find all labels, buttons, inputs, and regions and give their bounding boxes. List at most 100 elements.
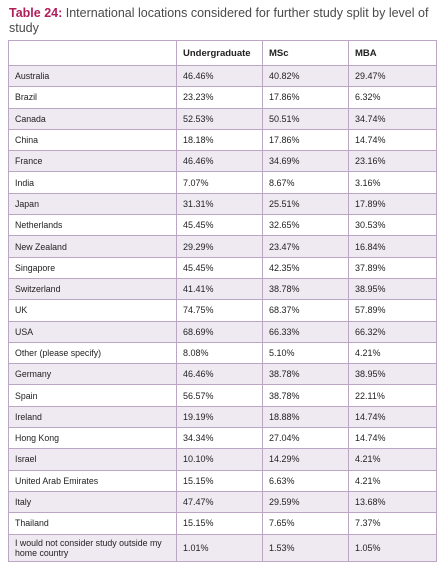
location-cell: I would not consider study outside my ho…: [8, 533, 177, 562]
mba-cell: 57.89%: [348, 299, 437, 322]
mba-cell: 4.21%: [348, 469, 437, 492]
undergraduate-cell: 34.34%: [176, 427, 263, 450]
table-row: Spain 56.57% 38.78% 22.11%: [8, 384, 437, 407]
msc-cell: 66.33%: [262, 320, 349, 343]
location-cell: UK: [8, 299, 177, 322]
header-undergraduate: Undergraduate: [176, 40, 263, 66]
mba-cell: 3.16%: [348, 171, 437, 194]
msc-cell: 50.51%: [262, 107, 349, 130]
undergraduate-cell: 56.57%: [176, 384, 263, 407]
table-body: Australia 46.46% 40.82% 29.47% Brazil 23.23% 1…: [8, 64, 437, 562]
header-msc: MSc: [262, 40, 349, 66]
undergraduate-cell: 52.53%: [176, 107, 263, 130]
msc-cell: 38.78%: [262, 363, 349, 386]
location-cell: Switzerland: [8, 277, 177, 301]
msc-cell: 6.63%: [262, 469, 349, 492]
mba-cell: 14.74%: [348, 128, 437, 152]
table-title: International locations considered for f…: [9, 6, 429, 35]
mba-cell: 7.37%: [348, 512, 437, 535]
table-row: Thailand 15.15% 7.65% 7.37%: [8, 512, 437, 535]
table-row: Australia 46.46% 40.82% 29.47%: [8, 64, 437, 88]
undergraduate-cell: 45.45%: [176, 256, 263, 279]
location-cell: Brazil: [8, 86, 177, 109]
msc-cell: 23.47%: [262, 235, 349, 258]
location-cell: USA: [8, 320, 177, 343]
mba-cell: 29.47%: [348, 64, 437, 88]
undergraduate-cell: 15.15%: [176, 469, 263, 492]
table-row: I would not consider study outside my ho…: [8, 533, 437, 562]
msc-cell: 27.04%: [262, 427, 349, 450]
location-cell: New Zealand: [8, 235, 177, 258]
location-cell: Canada: [8, 107, 177, 130]
mba-cell: 14.74%: [348, 427, 437, 450]
undergraduate-cell: 46.46%: [176, 150, 263, 173]
mba-cell: 30.53%: [348, 214, 437, 237]
table-row: USA 68.69% 66.33% 66.32%: [8, 320, 437, 343]
mba-cell: 22.11%: [348, 384, 437, 407]
undergraduate-cell: 31.31%: [176, 192, 263, 216]
location-cell: France: [8, 150, 177, 173]
mba-cell: 17.89%: [348, 192, 437, 216]
msc-cell: 17.86%: [262, 128, 349, 152]
msc-cell: 42.35%: [262, 256, 349, 279]
location-cell: Thailand: [8, 512, 177, 535]
msc-cell: 7.65%: [262, 512, 349, 535]
mba-cell: 38.95%: [348, 277, 437, 301]
mba-cell: 4.21%: [348, 341, 437, 365]
study-locations-table: Undergraduate MSc MBA Australia 46.46% 40.…: [8, 40, 437, 562]
location-cell: Germany: [8, 363, 177, 386]
mba-cell: 23.16%: [348, 150, 437, 173]
location-cell: Spain: [8, 384, 177, 407]
table-header-row: Undergraduate MSc MBA: [8, 40, 437, 66]
mba-cell: 37.89%: [348, 256, 437, 279]
undergraduate-cell: 7.07%: [176, 171, 263, 194]
table-row: New Zealand 29.29% 23.47% 16.84%: [8, 235, 437, 258]
msc-cell: 38.78%: [262, 384, 349, 407]
undergraduate-cell: 41.41%: [176, 277, 263, 301]
table-row: China 18.18% 17.86% 14.74%: [8, 128, 437, 152]
undergraduate-cell: 1.01%: [176, 533, 263, 562]
msc-cell: 25.51%: [262, 192, 349, 216]
location-cell: India: [8, 171, 177, 194]
location-cell: Hong Kong: [8, 427, 177, 450]
msc-cell: 38.78%: [262, 277, 349, 301]
table-row: France 46.46% 34.69% 23.16%: [8, 150, 437, 173]
undergraduate-cell: 23.23%: [176, 86, 263, 109]
header-location: [8, 40, 177, 66]
msc-cell: 68.37%: [262, 299, 349, 322]
location-cell: China: [8, 128, 177, 152]
undergraduate-cell: 15.15%: [176, 512, 263, 535]
location-cell: Other (please specify): [8, 341, 177, 365]
msc-cell: 34.69%: [262, 150, 349, 173]
mba-cell: 38.95%: [348, 363, 437, 386]
msc-cell: 1.53%: [262, 533, 349, 562]
msc-cell: 17.86%: [262, 86, 349, 109]
location-cell: Netherlands: [8, 214, 177, 237]
msc-cell: 32.65%: [262, 214, 349, 237]
location-cell: Israel: [8, 448, 177, 471]
table-row: Hong Kong 34.34% 27.04% 14.74%: [8, 427, 437, 450]
undergraduate-cell: 46.46%: [176, 363, 263, 386]
mba-cell: 6.32%: [348, 86, 437, 109]
table-row: Ireland 19.19% 18.88% 14.74%: [8, 405, 437, 429]
undergraduate-cell: 29.29%: [176, 235, 263, 258]
table-row: Germany 46.46% 38.78% 38.95%: [8, 363, 437, 386]
table-row: India 7.07% 8.67% 3.16%: [8, 171, 437, 194]
table-row: Other (please specify) 8.08% 5.10% 4.21%: [8, 341, 437, 365]
undergraduate-cell: 74.75%: [176, 299, 263, 322]
mba-cell: 66.32%: [348, 320, 437, 343]
msc-cell: 14.29%: [262, 448, 349, 471]
table-row: Singapore 45.45% 42.35% 37.89%: [8, 256, 437, 279]
undergraduate-cell: 46.46%: [176, 64, 263, 88]
location-cell: Ireland: [8, 405, 177, 429]
msc-cell: 18.88%: [262, 405, 349, 429]
table-row: Israel 10.10% 14.29% 4.21%: [8, 448, 437, 471]
location-cell: United Arab Emirates: [8, 469, 177, 492]
undergraduate-cell: 45.45%: [176, 214, 263, 237]
table-caption: Table 24: International locations consid…: [9, 6, 437, 36]
table-number-label: Table 24:: [9, 6, 63, 20]
header-mba: MBA: [348, 40, 437, 66]
undergraduate-cell: 68.69%: [176, 320, 263, 343]
msc-cell: 40.82%: [262, 64, 349, 88]
undergraduate-cell: 10.10%: [176, 448, 263, 471]
